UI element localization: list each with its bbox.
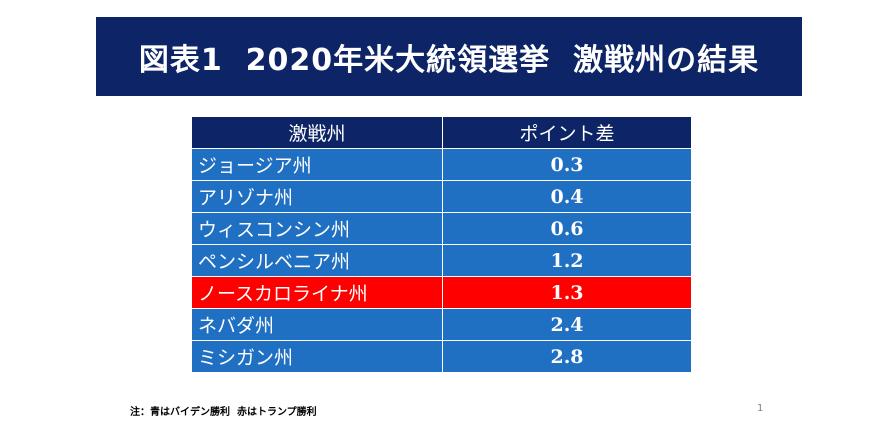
table-row: アリゾナ州 0.4	[191, 180, 692, 213]
state-name-cell: アリゾナ州	[191, 180, 443, 213]
title-banner: 図表1 2020年米大統領選挙 激戦州の結果	[96, 17, 802, 96]
slide-title: 図表1 2020年米大統領選挙 激戦州の結果	[138, 42, 760, 78]
page-number: 1	[757, 403, 764, 414]
point-diff-cell: 2.8	[442, 340, 692, 373]
point-diff-cell: 0.3	[442, 148, 692, 181]
point-diff-cell: 1.2	[442, 244, 692, 277]
table-row: ジョージア州 0.3	[191, 148, 692, 181]
point-diff-cell: 1.3	[442, 276, 692, 309]
column-header-point-diff: ポイント差	[442, 116, 692, 149]
table-row: ペンシルベニア州 1.2	[191, 244, 692, 277]
battleground-results-table: 激戦州 ポイント差 ジョージア州 0.3 アリゾナ州 0.4 ウィスコンシン州 …	[191, 116, 692, 373]
point-diff-cell: 0.4	[442, 180, 692, 213]
table-row-highlighted: ノースカロライナ州 1.3	[191, 276, 692, 309]
table-header-row: 激戦州 ポイント差	[191, 116, 692, 149]
footnote: 注：青はバイデン勝利 赤はトランプ勝利	[130, 407, 317, 418]
point-diff-cell: 0.6	[442, 212, 692, 245]
table-row: ミシガン州 2.8	[191, 340, 692, 373]
table-row: ネバダ州 2.4	[191, 308, 692, 341]
column-header-state: 激戦州	[191, 116, 443, 149]
state-name-cell: ノースカロライナ州	[191, 276, 443, 309]
table-row: ウィスコンシン州 0.6	[191, 212, 692, 245]
state-name-cell: ミシガン州	[191, 340, 443, 373]
state-name-cell: ペンシルベニア州	[191, 244, 443, 277]
state-name-cell: ウィスコンシン州	[191, 212, 443, 245]
point-diff-cell: 2.4	[442, 308, 692, 341]
state-name-cell: ジョージア州	[191, 148, 443, 181]
state-name-cell: ネバダ州	[191, 308, 443, 341]
